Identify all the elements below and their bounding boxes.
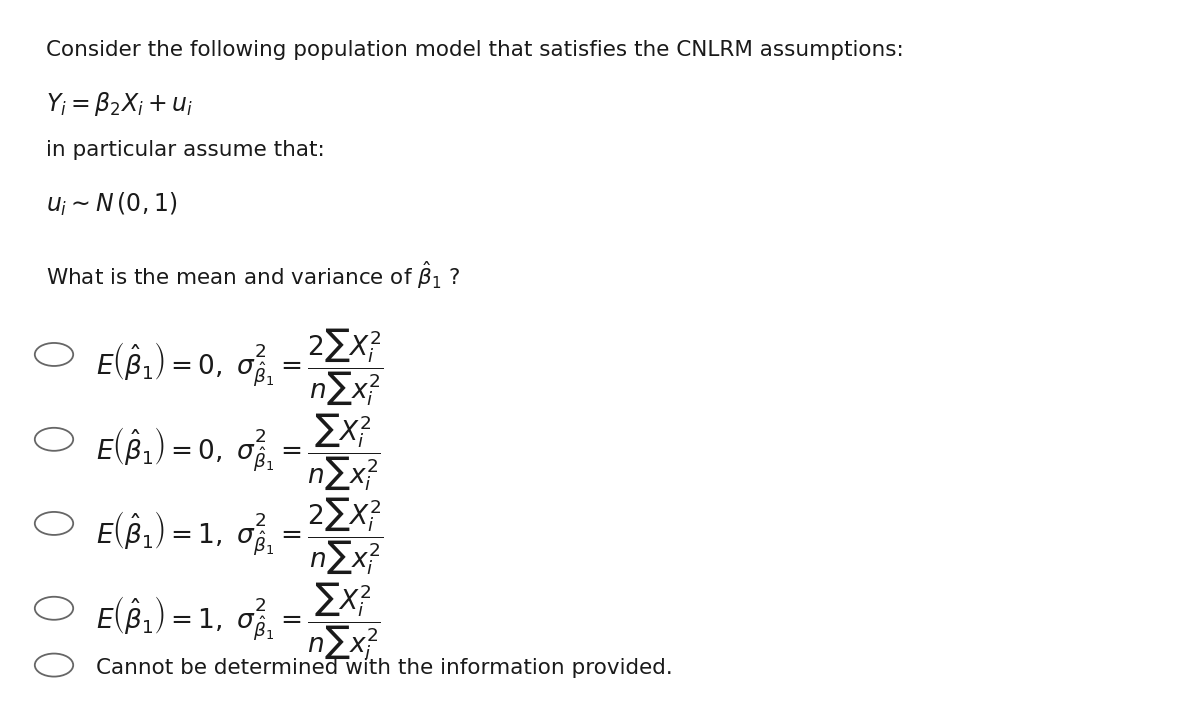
Text: $E\left(\hat{\beta}_1\right) = 0,\ \sigma^2_{\hat{\beta}_1} = \dfrac{2\sum X_i^2: $E\left(\hat{\beta}_1\right) = 0,\ \sigm…	[96, 327, 384, 408]
Text: $u_i \sim N\,(0, 1)$: $u_i \sim N\,(0, 1)$	[46, 191, 176, 218]
Text: $E\left(\hat{\beta}_1\right) = 1,\ \sigma^2_{\hat{\beta}_1} = \dfrac{2\sum X_i^2: $E\left(\hat{\beta}_1\right) = 1,\ \sigm…	[96, 496, 384, 577]
Text: What is the mean and variance of $\hat{\beta}_1$ ?: What is the mean and variance of $\hat{\…	[46, 259, 460, 290]
Text: $Y_i = \beta_2 X_i + u_i$: $Y_i = \beta_2 X_i + u_i$	[46, 90, 192, 118]
Text: $E\left(\hat{\beta}_1\right) = 1,\ \sigma^2_{\hat{\beta}_1} = \dfrac{\sum X_i^2}: $E\left(\hat{\beta}_1\right) = 1,\ \sigm…	[96, 581, 380, 662]
Text: Cannot be determined with the information provided.: Cannot be determined with the informatio…	[96, 658, 673, 678]
Text: Consider the following population model that satisfies the CNLRM assumptions:: Consider the following population model …	[46, 40, 904, 60]
Text: $E\left(\hat{\beta}_1\right) = 0,\ \sigma^2_{\hat{\beta}_1} = \dfrac{\sum X_i^2}: $E\left(\hat{\beta}_1\right) = 0,\ \sigm…	[96, 412, 380, 493]
Text: in particular assume that:: in particular assume that:	[46, 140, 324, 160]
